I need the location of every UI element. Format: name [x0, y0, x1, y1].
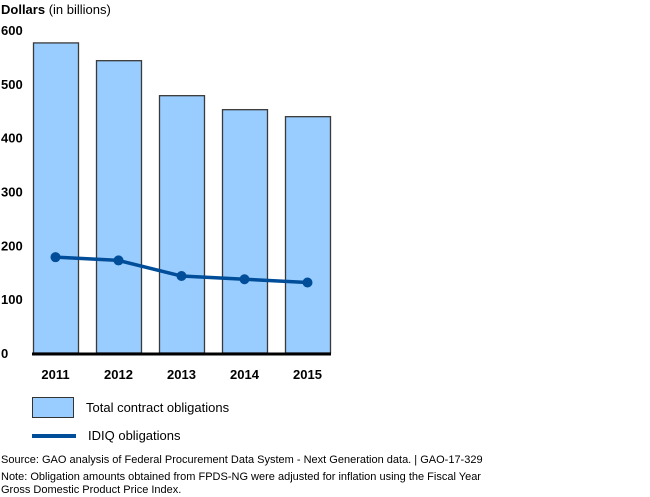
legend-swatch-bar [32, 397, 74, 418]
legend-item-total: Total contract obligations [32, 397, 229, 418]
source-note: Source: GAO analysis of Federal Procurem… [1, 454, 483, 466]
legend-item-idiq: IDIQ obligations [32, 428, 181, 443]
point-idiq-2014 [239, 274, 250, 285]
legend-label-total: Total contract obligations [86, 400, 230, 415]
y-tick-label: 0 [1, 346, 8, 361]
x-tick-label: 2015 [293, 367, 322, 380]
x-tick-label: 2013 [167, 367, 196, 380]
point-idiq-2011 [50, 252, 61, 263]
x-tick-label: 2012 [104, 367, 133, 380]
x-tick-label: 2011 [41, 367, 69, 380]
footnote-line-1: Note: Obligation amounts obtained from F… [1, 471, 481, 483]
y-tick-label: 100 [1, 292, 23, 307]
bar-total-2013 [158, 95, 206, 354]
point-idiq-2012 [113, 255, 124, 266]
y-tick-label: 300 [1, 185, 23, 200]
legend-label-idiq: IDIQ obligations [88, 428, 181, 443]
bar-total-2012 [95, 60, 143, 354]
point-idiq-2013 [176, 271, 187, 282]
chart-plot: 0 100 200 300 400 500 600 2011 2012 2013 2014 2015 [1, 23, 332, 380]
y-tick-label: 500 [1, 77, 23, 92]
y-tick-label: 400 [1, 131, 23, 146]
bar-total-2014 [221, 109, 269, 354]
footnote-line-2: Gross Domestic Product Price Index. [1, 484, 182, 496]
bar-total-2011 [32, 42, 80, 354]
y-tick-label: 600 [1, 23, 23, 38]
legend-swatch-line [32, 433, 76, 438]
x-tick-label: 2014 [230, 367, 260, 380]
point-idiq-2015 [302, 277, 313, 288]
y-axis-unit-label: Dollars (in billions) [1, 2, 111, 17]
bar-total-2015 [284, 116, 332, 354]
y-tick-label: 200 [1, 238, 23, 253]
